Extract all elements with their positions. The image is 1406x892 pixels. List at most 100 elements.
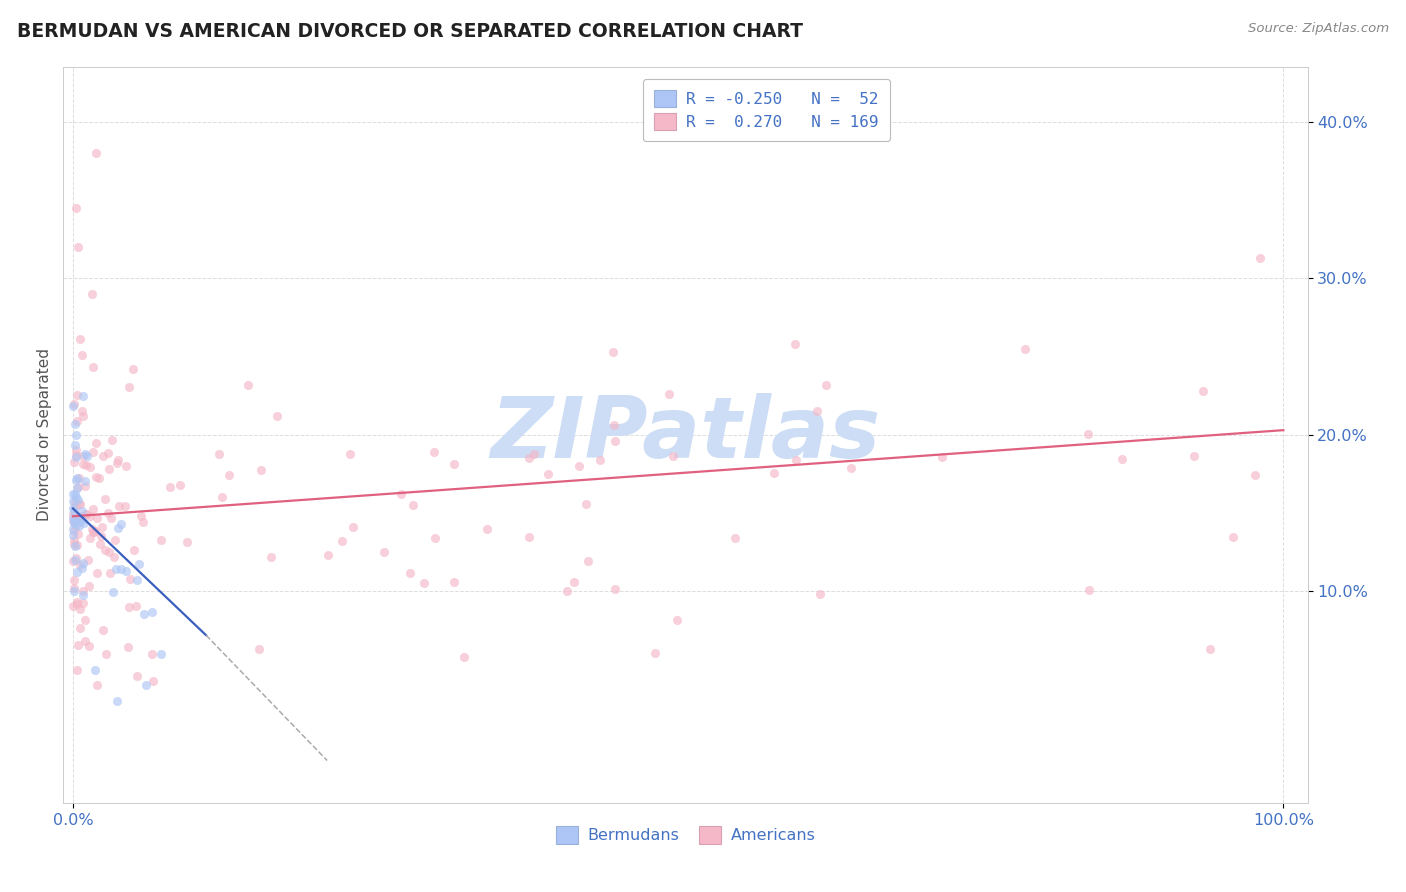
Point [110,516,132,531]
Point [422,445,444,459]
Point [65,449,87,463]
Point [65,438,87,452]
Point [63,581,86,595]
Point [1244,467,1267,482]
Point [69,621,91,635]
Point [1191,384,1213,398]
Point [783,337,806,351]
Point [72,516,94,531]
Point [69,514,91,528]
Point [67,471,90,485]
Point [75,447,97,461]
Point [62,500,84,515]
Point [665,613,688,627]
Point [104,533,127,547]
Point [91,624,114,638]
Point [82,522,104,536]
Point [63,500,86,514]
Point [69,497,91,511]
Point [125,599,148,614]
Point [330,533,353,548]
Point [423,531,446,545]
Point [644,646,666,660]
Point [250,462,273,476]
Point [91,519,114,533]
Point [79,531,101,545]
Point [72,404,94,418]
Point [82,445,104,459]
Point [77,579,100,593]
Point [76,449,98,463]
Point [66,414,89,428]
Point [72,588,94,602]
Point [72,584,94,599]
Point [75,508,97,522]
Point [105,562,128,576]
Point [62,516,84,530]
Point [141,605,163,619]
Point [662,449,685,463]
Point [142,674,165,689]
Point [84,524,107,538]
Point [84,663,107,677]
Point [91,449,114,463]
Point [66,538,89,552]
Point [97,462,120,476]
Point [107,499,129,513]
Point [339,447,361,461]
Point [84,436,107,450]
Point [70,348,93,362]
Point [1222,530,1244,544]
Point [413,576,436,591]
Point [72,458,94,472]
Point [69,602,91,616]
Point [841,460,863,475]
Point [65,474,87,488]
Point [211,490,233,504]
Point [443,457,465,471]
Point [86,510,108,524]
Point [75,507,97,521]
Point [114,500,136,514]
Point [443,575,465,590]
Point [247,642,270,657]
Point [517,451,540,466]
Point [97,506,120,520]
Point [70,509,93,524]
Point [62,507,84,521]
Point [568,459,591,474]
Point [66,493,89,508]
Point [63,504,86,518]
Point [82,502,104,516]
Point [96,647,118,661]
Point [399,566,422,580]
Point [135,678,157,692]
Point [236,378,259,392]
Point [522,446,544,460]
Point [1077,426,1099,441]
Point [574,498,596,512]
Point [63,516,86,531]
Point [1111,451,1133,466]
Point [103,550,125,565]
Text: ZIPatlas: ZIPatlas [491,393,880,476]
Point [141,647,163,661]
Point [62,573,84,587]
Point [66,481,89,495]
Point [97,446,120,460]
Point [66,388,89,402]
Point [316,548,339,562]
Point [603,434,626,448]
Point [124,542,146,557]
Text: BERMUDAN VS AMERICAN DIVORCED OR SEPARATED CORRELATION CHART: BERMUDAN VS AMERICAN DIVORCED OR SEPARAT… [17,22,803,41]
Point [517,530,540,544]
Point [63,583,86,598]
Point [218,467,240,482]
Point [62,487,84,501]
Point [79,508,101,523]
Point [73,613,96,627]
Point [150,533,173,547]
Point [72,409,94,424]
Point [100,511,122,525]
Point [169,478,191,492]
